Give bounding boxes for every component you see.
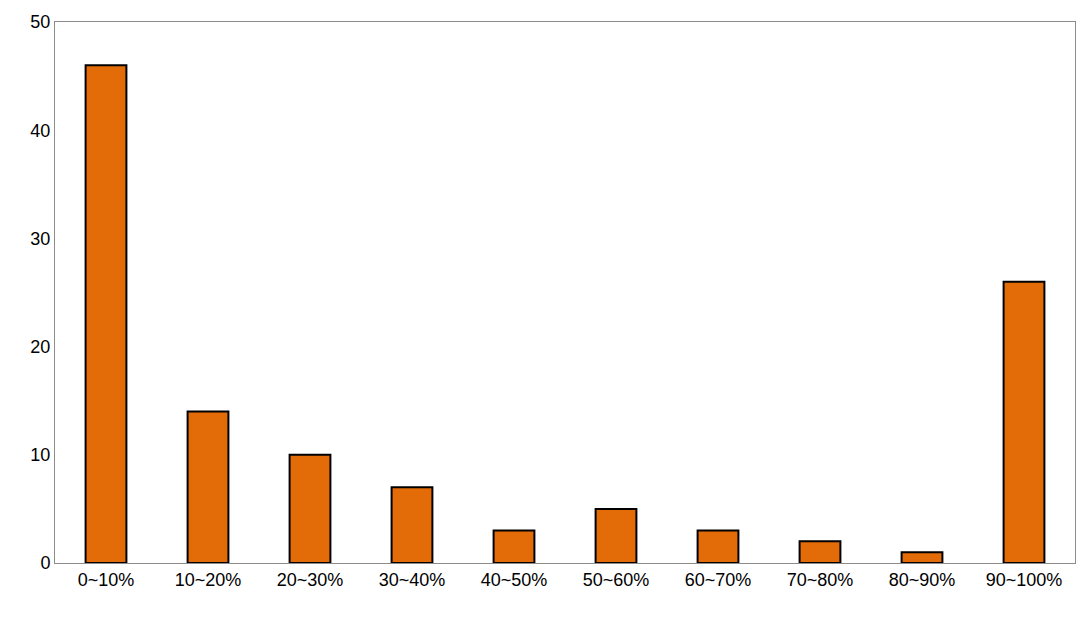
svg-text:0: 0	[40, 553, 50, 573]
svg-text:60~70%: 60~70%	[685, 570, 752, 590]
svg-text:0~10%: 0~10%	[78, 570, 135, 590]
svg-text:40: 40	[30, 121, 50, 141]
svg-text:80~90%: 80~90%	[889, 570, 956, 590]
svg-text:90~100%: 90~100%	[986, 570, 1063, 590]
svg-text:30: 30	[30, 229, 50, 249]
svg-text:10~20%: 10~20%	[175, 570, 242, 590]
svg-text:70~80%: 70~80%	[787, 570, 854, 590]
svg-text:50: 50	[30, 12, 50, 32]
svg-text:20: 20	[30, 337, 50, 357]
svg-text:40~50%: 40~50%	[481, 570, 548, 590]
svg-text:30~40%: 30~40%	[379, 570, 446, 590]
svg-text:20~30%: 20~30%	[277, 570, 344, 590]
svg-text:50~60%: 50~60%	[583, 570, 650, 590]
svg-text:10: 10	[30, 445, 50, 465]
